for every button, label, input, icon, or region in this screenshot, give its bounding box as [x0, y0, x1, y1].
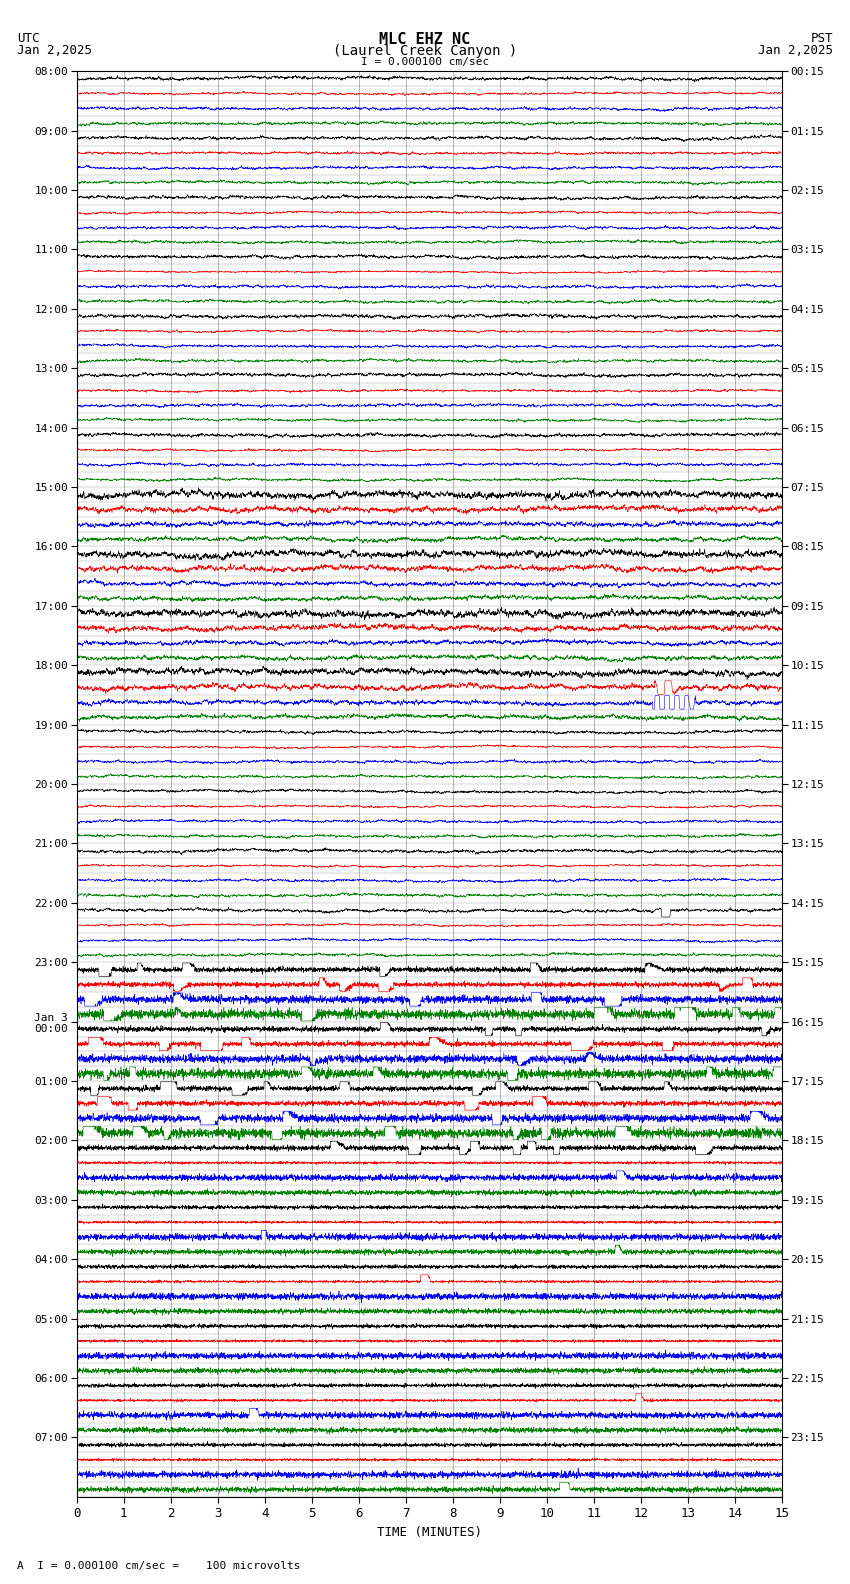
Text: UTC: UTC — [17, 32, 39, 44]
Text: (Laurel Creek Canyon ): (Laurel Creek Canyon ) — [333, 44, 517, 59]
Text: A  I = 0.000100 cm/sec =    100 microvolts: A I = 0.000100 cm/sec = 100 microvolts — [17, 1562, 301, 1571]
Text: Jan 2,2025: Jan 2,2025 — [758, 44, 833, 57]
Text: MLC EHZ NC: MLC EHZ NC — [379, 32, 471, 46]
Text: I = 0.000100 cm/sec: I = 0.000100 cm/sec — [361, 57, 489, 67]
Text: PST: PST — [811, 32, 833, 44]
X-axis label: TIME (MINUTES): TIME (MINUTES) — [377, 1525, 482, 1538]
Text: Jan 2,2025: Jan 2,2025 — [17, 44, 92, 57]
